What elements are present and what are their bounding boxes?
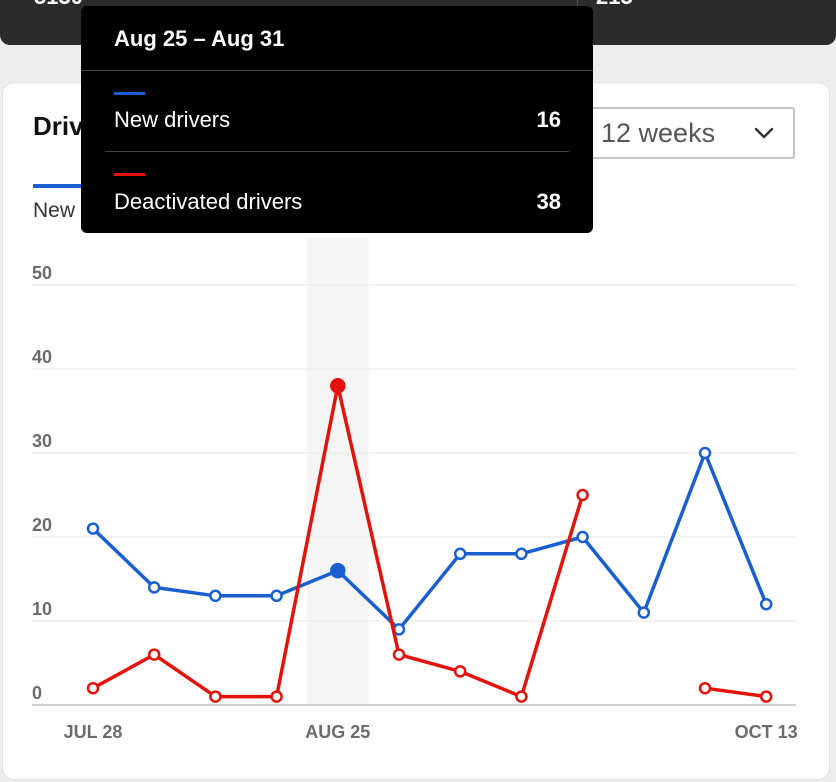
point-new-8 — [576, 530, 589, 544]
point-new-0 — [86, 522, 100, 535]
series-line-deactivated-1 — [703, 686, 768, 699]
point-deactivated-1 — [147, 648, 161, 661]
chart-tooltip: Aug 25 – Aug 31 New drivers 16 Deactivat… — [81, 6, 593, 233]
y-tick-label-0: 0 — [32, 683, 42, 703]
tooltip-value-new: 16 — [536, 107, 561, 132]
tooltip-divider — [81, 70, 593, 71]
tooltip-label-new: New drivers — [114, 107, 231, 132]
range-select[interactable]: 12 weeks — [583, 107, 795, 159]
point-deactivated-0 — [86, 681, 100, 695]
point-new-9 — [637, 606, 651, 619]
x-tick-label-4: AUG 25 — [305, 722, 370, 742]
y-tick-label-30: 30 — [32, 431, 52, 451]
point-new-4 — [330, 562, 346, 579]
highlight-band — [306, 238, 369, 705]
point-deactivated-3 — [270, 690, 283, 703]
point-deactivated-2 — [209, 690, 222, 703]
y-tick-label-10: 10 — [32, 599, 52, 619]
y-tick-label-50: 50 — [32, 263, 52, 283]
y-tick-label-40: 40 — [32, 347, 52, 367]
point-deactivated-6 — [453, 665, 467, 678]
tooltip-value-deactivated: 38 — [536, 189, 561, 214]
point-deactivated-10 — [698, 681, 712, 695]
series-line-new-0 — [91, 451, 768, 632]
tooltip-row-deactivated: Deactivated drivers 38 — [114, 173, 561, 214]
point-deactivated-11 — [759, 690, 773, 703]
tooltip-swatch-deactivated — [114, 173, 145, 176]
point-new-2 — [209, 589, 222, 603]
active-tab-indicator — [33, 184, 85, 188]
point-new-6 — [453, 547, 467, 561]
tooltip-row-divider — [105, 151, 569, 152]
point-new-11 — [759, 597, 773, 611]
tooltip-swatch-new — [114, 92, 145, 95]
point-new-1 — [147, 581, 161, 594]
tooltip-title: Aug 25 – Aug 31 — [114, 26, 285, 51]
chevron-down-icon — [754, 127, 774, 139]
range-select-value: 12 weeks — [601, 117, 716, 148]
y-tick-label-20: 20 — [32, 515, 52, 535]
summary-value-right: 213 — [596, 0, 633, 8]
x-tick-label-0: JUL 28 — [64, 722, 123, 742]
tooltip-label-deactivated: Deactivated drivers — [114, 189, 303, 214]
summary-value-left: 3130 — [34, 0, 83, 8]
point-new-10 — [698, 446, 712, 460]
tooltip-row-new: New drivers 16 — [114, 92, 561, 132]
point-deactivated-5 — [392, 648, 406, 661]
point-deactivated-4 — [330, 378, 346, 394]
point-deactivated-7 — [515, 690, 528, 703]
point-new-3 — [270, 589, 283, 603]
point-deactivated-8 — [576, 488, 589, 502]
x-tick-label-11: OCT 13 — [735, 722, 798, 742]
point-new-7 — [515, 547, 528, 561]
